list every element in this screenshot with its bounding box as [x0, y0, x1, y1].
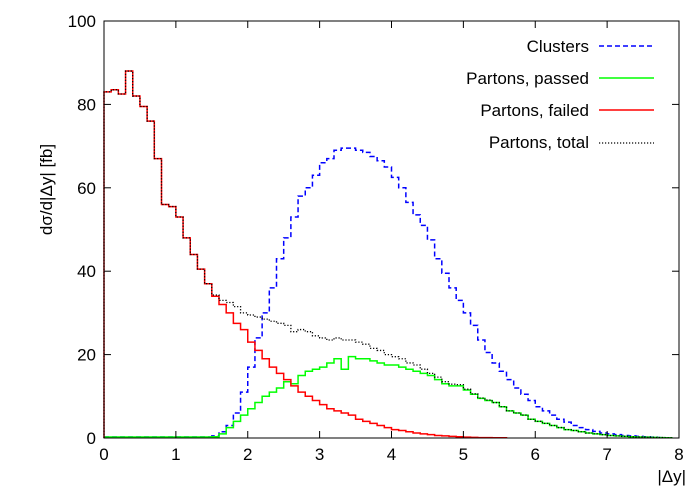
- x-tick-label: 7: [602, 445, 611, 464]
- legend-entry-partons-total: Partons, total: [489, 133, 654, 152]
- x-axis-title: |Δy|: [657, 467, 686, 486]
- y-tick-label: 80: [77, 95, 96, 114]
- legend-label-partons-passed: Partons, passed: [466, 69, 589, 88]
- legend-entry-partons-failed: Partons, failed: [480, 101, 654, 120]
- series-line-partons-failed: [103, 70, 508, 439]
- legend: Clusters Partons, passed Partons, failed…: [466, 37, 654, 152]
- y-tick-label: 0: [87, 429, 96, 448]
- y-tick-label: 100: [68, 12, 96, 31]
- x-tick-label: 5: [459, 445, 468, 464]
- y-tick-label: 60: [77, 179, 96, 198]
- legend-label-partons-failed: Partons, failed: [480, 101, 589, 120]
- y-tick-label: 40: [77, 262, 96, 281]
- legend-entry-partons-passed: Partons, passed: [466, 69, 654, 88]
- x-tick-label: 1: [171, 445, 180, 464]
- x-tick-label: 4: [387, 445, 396, 464]
- x-tick-label: 2: [243, 445, 252, 464]
- y-tick-label: 20: [77, 346, 96, 365]
- legend-label-partons-total: Partons, total: [489, 133, 589, 152]
- x-tick-label: 6: [531, 445, 540, 464]
- series-line-clusters: [211, 147, 673, 439]
- series-line-partons-total: [103, 70, 673, 439]
- legend-entry-clusters: Clusters: [527, 37, 654, 56]
- y-axis-title: dσ/d|Δy| [fb]: [37, 144, 56, 235]
- legend-label-clusters: Clusters: [527, 37, 589, 56]
- x-tick-label: 8: [674, 445, 683, 464]
- series-layer: [103, 70, 673, 439]
- x-tick-label: 3: [315, 445, 324, 464]
- x-tick-label: 0: [99, 445, 108, 464]
